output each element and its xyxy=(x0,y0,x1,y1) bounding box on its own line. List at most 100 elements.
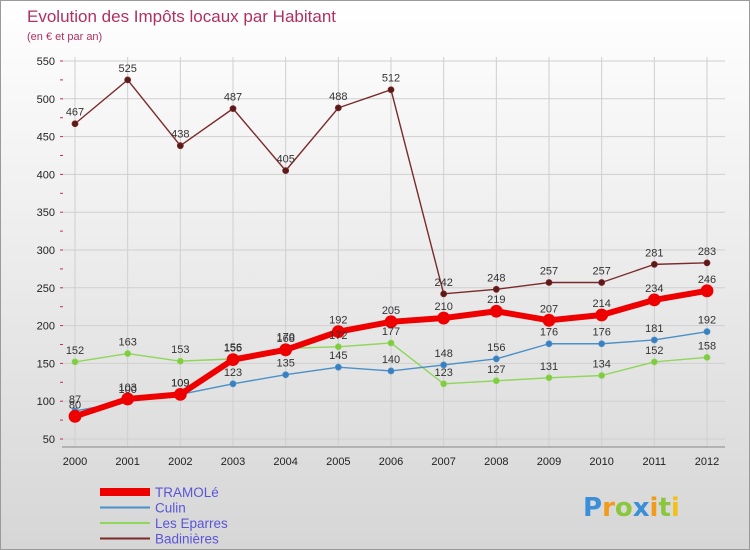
data-label-les-eparres: 152 xyxy=(66,345,84,357)
data-label-badinieres: 257 xyxy=(540,266,558,278)
logo-letter-p: P xyxy=(583,493,602,523)
y-tick-label: 200 xyxy=(37,321,55,333)
data-label-culin: 176 xyxy=(592,327,610,339)
data-label-badinieres: 283 xyxy=(698,246,716,258)
point-badinieres xyxy=(176,142,184,150)
data-label-les-eparres: 158 xyxy=(698,340,716,352)
data-label-tramole: 205 xyxy=(382,305,400,317)
logo-letter-r: r xyxy=(602,493,615,523)
logo-letter-o: o xyxy=(615,493,633,523)
point-badinieres xyxy=(492,285,500,293)
y-tick-label: 500 xyxy=(37,94,55,106)
data-label-tramole: 80 xyxy=(69,399,81,411)
legend-label-tramole: TRAMOLé xyxy=(155,485,219,500)
y-tick-label: 350 xyxy=(37,207,55,219)
y-tick-label: 100 xyxy=(37,396,55,408)
y-tick-label: 250 xyxy=(37,283,55,295)
data-label-les-eparres: 156 xyxy=(224,342,242,354)
logo-letter-t: t xyxy=(658,493,670,523)
data-label-badinieres: 242 xyxy=(434,277,452,289)
point-badinieres xyxy=(650,260,658,268)
point-tramole xyxy=(437,311,451,325)
point-badinieres xyxy=(598,279,606,286)
data-label-les-eparres: 177 xyxy=(382,326,400,338)
logo-letter-x: x xyxy=(633,493,650,523)
logo-text: Proxiti xyxy=(583,493,680,523)
x-tick-label: 2006 xyxy=(379,456,403,468)
point-culin xyxy=(650,336,658,344)
point-tramole xyxy=(226,353,240,367)
point-les-eparres xyxy=(545,374,553,382)
data-label-tramole: 210 xyxy=(434,301,452,313)
legend-label-culin: Culin xyxy=(155,501,186,516)
point-les-eparres xyxy=(334,343,342,351)
point-tramole xyxy=(542,313,556,327)
x-tick-label: 2008 xyxy=(484,456,508,468)
data-label-les-eparres: 131 xyxy=(540,361,558,373)
point-tramole xyxy=(489,304,503,318)
point-les-eparres xyxy=(703,353,711,361)
y-tick-label: 300 xyxy=(37,245,55,257)
point-culin xyxy=(229,380,237,388)
data-label-badinieres: 248 xyxy=(487,272,505,284)
point-badinieres xyxy=(282,167,290,175)
y-tick-label: 550 xyxy=(37,56,55,68)
point-les-eparres xyxy=(71,358,79,366)
point-tramole xyxy=(384,315,398,329)
x-tick-label: 2002 xyxy=(168,456,192,468)
data-label-culin: 145 xyxy=(329,350,347,362)
point-les-eparres xyxy=(440,380,448,388)
proxiti-logo: Proxiti xyxy=(583,493,680,523)
data-label-culin: 148 xyxy=(434,348,452,360)
data-label-badinieres: 438 xyxy=(171,129,189,141)
data-label-badinieres: 525 xyxy=(118,63,136,75)
point-culin xyxy=(387,367,395,375)
point-les-eparres xyxy=(492,377,500,385)
x-tick-label: 2003 xyxy=(221,456,245,468)
data-label-tramole: 246 xyxy=(698,274,716,286)
data-label-tramole: 234 xyxy=(645,283,663,295)
logo-letter-i2: i xyxy=(671,493,680,523)
x-tick-label: 2009 xyxy=(537,456,561,468)
data-label-badinieres: 467 xyxy=(66,107,84,119)
point-badinieres xyxy=(703,259,711,267)
point-tramole xyxy=(68,409,82,423)
point-tramole xyxy=(647,293,661,307)
point-culin xyxy=(545,340,553,348)
data-label-badinieres: 488 xyxy=(329,91,347,103)
data-label-badinieres: 487 xyxy=(224,92,242,104)
data-label-badinieres: 512 xyxy=(382,73,400,85)
data-label-tramole: 103 xyxy=(118,382,136,394)
data-label-culin: 87 xyxy=(69,394,81,406)
point-culin xyxy=(282,371,290,379)
y-tick-label: 450 xyxy=(37,132,55,144)
point-badinieres xyxy=(71,120,79,128)
x-tick-label: 2007 xyxy=(431,456,455,468)
data-label-culin: 156 xyxy=(487,342,505,354)
data-label-tramole: 168 xyxy=(276,333,294,345)
y-tick-label: 400 xyxy=(37,169,55,181)
x-tick-label: 2001 xyxy=(115,456,139,468)
point-les-eparres xyxy=(176,357,184,365)
point-les-eparres xyxy=(124,350,132,357)
data-label-culin: 192 xyxy=(698,315,716,327)
x-tick-label: 2010 xyxy=(589,456,613,468)
point-tramole xyxy=(595,308,609,322)
point-tramole xyxy=(331,325,345,339)
data-label-tramole: 109 xyxy=(171,377,189,389)
logo-letter-i: i xyxy=(650,493,659,523)
data-label-les-eparres: 172 xyxy=(329,330,347,342)
y-tick-label: 150 xyxy=(37,358,55,370)
x-tick-label: 2005 xyxy=(326,456,350,468)
data-label-les-eparres: 127 xyxy=(487,364,505,376)
point-culin xyxy=(703,328,711,336)
point-culin xyxy=(440,361,448,369)
x-tick-label: 2011 xyxy=(643,456,667,468)
data-label-badinieres: 257 xyxy=(592,266,610,278)
chart-title: Evolution des Impôts locaux par Habitant xyxy=(27,7,336,26)
data-label-culin: 176 xyxy=(540,327,558,339)
data-label-culin: 135 xyxy=(276,358,294,370)
point-les-eparres xyxy=(387,339,395,347)
y-tick-label: 50 xyxy=(43,434,55,446)
